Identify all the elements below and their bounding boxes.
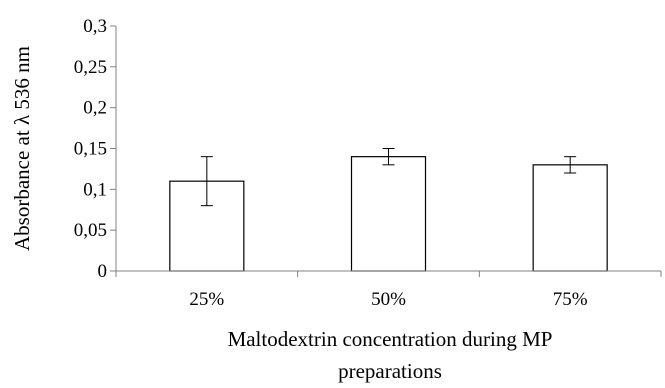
- error-bar-75pct: [564, 156, 577, 174]
- y-tick-label: 0,25: [74, 57, 107, 78]
- bar-50pct: [350, 156, 427, 272]
- x-tick-label: 25%: [189, 289, 224, 310]
- y-tick-label: 0,05: [74, 220, 107, 241]
- y-tick-label: 0,1: [83, 179, 107, 200]
- x-axis-title-line-2: preparations: [338, 359, 442, 383]
- error-bars: [200, 148, 577, 207]
- y-tick-label: 0,15: [74, 139, 107, 160]
- y-axis-title: Absorbance at λ 536 nm: [10, 46, 34, 251]
- bar-75pct: [532, 164, 608, 272]
- x-axis-ticks: 25% 50% 75%: [115, 271, 662, 310]
- bars: [169, 156, 608, 272]
- error-bar-25pct: [200, 156, 213, 207]
- y-tick-label: 0: [98, 261, 108, 282]
- error-bar-50pct: [382, 148, 395, 166]
- y-tick-label: 0,3: [83, 16, 107, 37]
- y-tick-label: 0,2: [83, 98, 107, 119]
- x-tick-label: 50%: [371, 289, 406, 310]
- x-axis-title-line-1: Maltodextrin concentration during MP: [228, 327, 553, 351]
- x-tick-label: 75%: [553, 289, 588, 310]
- y-axis-ticks: 0 0,05 0,1 0,15 0,2 0,25 0,3: [74, 16, 116, 282]
